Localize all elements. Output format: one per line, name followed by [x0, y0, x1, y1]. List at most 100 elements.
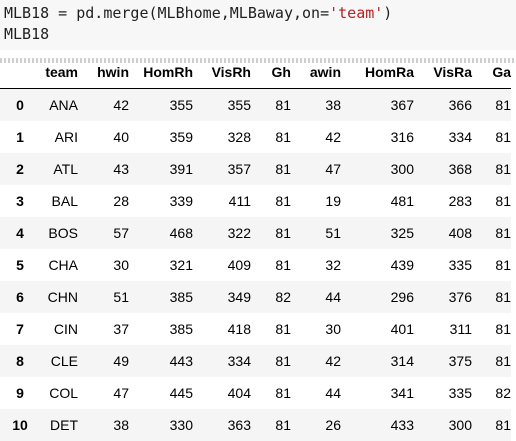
table-cell: 37 [78, 313, 129, 345]
table-cell: 404 [193, 377, 251, 409]
table-cell: 32 [291, 249, 341, 281]
table-cell: 311 [414, 313, 472, 345]
table-cell: 296 [341, 281, 414, 313]
table-cell: 409 [193, 249, 251, 281]
table-cell: 51 [291, 217, 341, 249]
table-cell: 322 [193, 217, 251, 249]
table-cell: 81 [472, 281, 511, 313]
column-header: team [40, 56, 78, 89]
table-cell: 81 [251, 185, 291, 217]
column-header: VisRa [414, 56, 472, 89]
table-cell: 81 [251, 409, 291, 441]
table-cell: CLE [40, 345, 78, 377]
table-cell: 366 [414, 89, 472, 122]
table-cell: 51 [78, 281, 129, 313]
table-cell: 44 [291, 281, 341, 313]
table-cell: 300 [341, 153, 414, 185]
code-closing-paren: ) [383, 4, 392, 22]
table-cell: 40 [78, 121, 129, 153]
table-cell: 376 [414, 281, 472, 313]
table-cell: 339 [129, 185, 193, 217]
table-cell: BAL [40, 185, 78, 217]
table-cell: 363 [193, 409, 251, 441]
table-cell: 19 [291, 185, 341, 217]
table-cell: 334 [414, 121, 472, 153]
table-cell: 321 [129, 249, 193, 281]
table-cell: 81 [251, 249, 291, 281]
table-cell: 42 [291, 121, 341, 153]
table-cell: BOS [40, 217, 78, 249]
table-cell: 81 [472, 409, 511, 441]
column-header: HomRa [341, 56, 414, 89]
table-cell: 81 [251, 153, 291, 185]
table-cell: 81 [251, 89, 291, 122]
code-line-2: MLB18 [4, 25, 49, 43]
column-header: VisRh [193, 56, 251, 89]
table-cell: 368 [414, 153, 472, 185]
table-cell: 283 [414, 185, 472, 217]
code-cell[interactable]: MLB18 = pd.merge(MLBhome,MLBaway,on='tea… [0, 0, 516, 50]
table-cell: 81 [472, 89, 511, 122]
table-cell: 325 [341, 217, 414, 249]
row-index: 1 [0, 121, 40, 153]
table-cell: 47 [78, 377, 129, 409]
table-cell: 81 [251, 121, 291, 153]
table-cell: 42 [78, 89, 129, 122]
table-cell: 81 [472, 249, 511, 281]
row-index: 4 [0, 217, 40, 249]
table-cell: 81 [472, 185, 511, 217]
column-header: awin [291, 56, 341, 89]
row-index: 3 [0, 185, 40, 217]
table-cell: 49 [78, 345, 129, 377]
row-index: 2 [0, 153, 40, 185]
row-index: 8 [0, 345, 40, 377]
column-header: Gh [251, 56, 291, 89]
table-cell: 385 [129, 281, 193, 313]
table-cell: CHA [40, 249, 78, 281]
table-cell: 359 [129, 121, 193, 153]
table-cell: 328 [193, 121, 251, 153]
table-header-row: team hwin HomRh VisRh Gh awin HomRa VisR… [0, 56, 511, 89]
table-cell: 81 [472, 345, 511, 377]
table-cell: 341 [341, 377, 414, 409]
table-cell: 334 [193, 345, 251, 377]
table-cell: 481 [341, 185, 414, 217]
table-cell: 81 [472, 121, 511, 153]
code-merge-statement: MLB18 = pd.merge(MLBhome,MLBaway,on= [4, 4, 329, 22]
table-cell: DET [40, 409, 78, 441]
table-cell: 391 [129, 153, 193, 185]
table-cell: CHN [40, 281, 78, 313]
table-cell: 43 [78, 153, 129, 185]
table-cell: 82 [472, 377, 511, 409]
table-cell: 355 [129, 89, 193, 122]
table-cell: 81 [251, 345, 291, 377]
table-cell: 81 [251, 377, 291, 409]
table-cell: 367 [341, 89, 414, 122]
table-cell: 42 [291, 345, 341, 377]
row-index: 6 [0, 281, 40, 313]
table-cell: CIN [40, 313, 78, 345]
table-cell: ATL [40, 153, 78, 185]
code-line-1: MLB18 = pd.merge(MLBhome,MLBaway,on='tea… [4, 4, 392, 22]
row-index: 10 [0, 409, 40, 441]
column-header: HomRh [129, 56, 193, 89]
table-cell: COL [40, 377, 78, 409]
table-cell: 314 [341, 345, 414, 377]
table-cell: 81 [472, 153, 511, 185]
table-cell: 82 [251, 281, 291, 313]
table-cell: ARI [40, 121, 78, 153]
code-string-literal: 'team' [329, 4, 383, 22]
table-cell: 375 [414, 345, 472, 377]
table-cell: 443 [129, 345, 193, 377]
table-cell: 357 [193, 153, 251, 185]
table-cell: 401 [341, 313, 414, 345]
row-index: 0 [0, 89, 40, 122]
table-cell: 330 [129, 409, 193, 441]
